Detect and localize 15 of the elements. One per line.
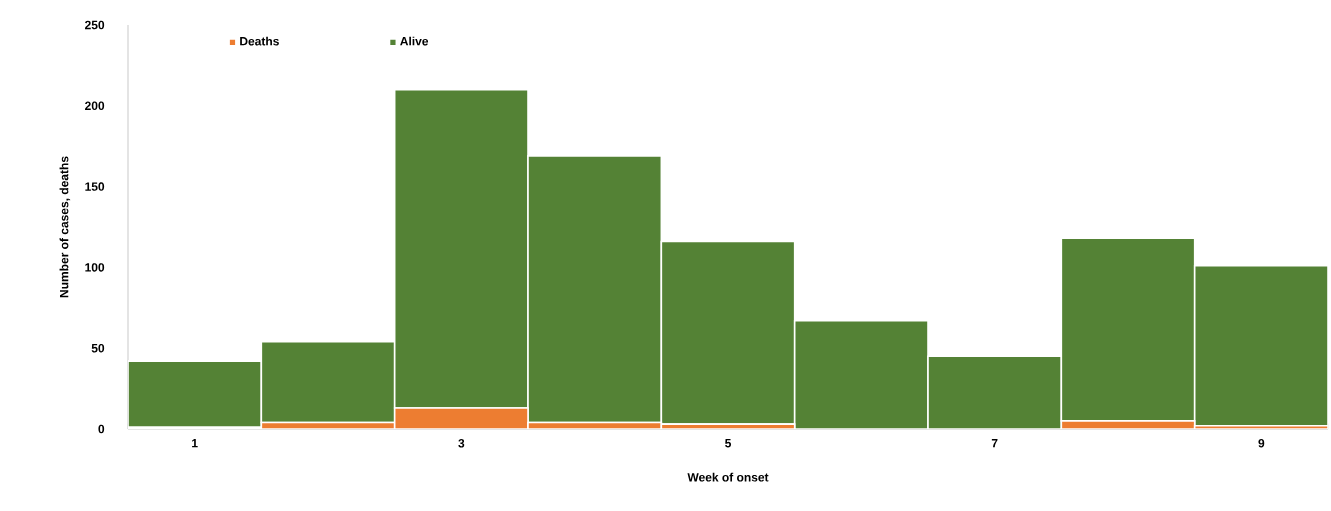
y-tick-label: 250 (85, 20, 105, 30)
legend-label: Deaths (240, 36, 279, 46)
y-tick-label: 50 (91, 343, 105, 353)
legend-label: Alive (400, 36, 429, 46)
y-tick-label: 100 (85, 263, 105, 272)
x-tick-label: 9 (1258, 439, 1265, 448)
y-tick-label: 0 (98, 424, 105, 434)
y-axis-title: Number of cases, deaths (59, 156, 71, 298)
x-tick-label: 5 (725, 439, 732, 448)
x-tick-label: 3 (458, 439, 465, 448)
x-tick-label: 1 (192, 439, 198, 448)
x-tick-label: 7 (991, 439, 998, 448)
y-tick-label: 200 (85, 101, 105, 111)
x-axis-title: Week of onset (687, 472, 769, 482)
y-tick-label: 150 (85, 182, 105, 191)
